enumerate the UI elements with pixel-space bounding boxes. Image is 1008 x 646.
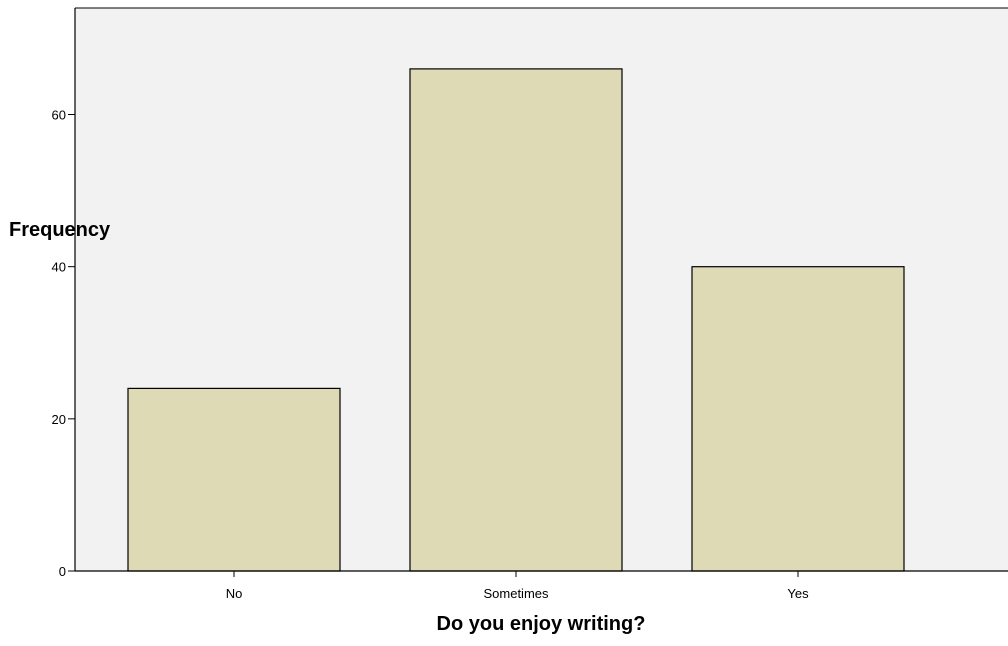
x-axis-title: Do you enjoy writing?: [437, 613, 646, 635]
y-axis-title: Frequency: [9, 219, 111, 241]
x-ticks-group: No Sometimes Yes: [226, 571, 809, 601]
x-tick-label: Sometimes: [483, 586, 549, 601]
y-tick-label: 0: [59, 564, 66, 579]
y-tick-label: 40: [52, 260, 66, 275]
bar-sometimes: [409, 68, 623, 572]
y-ticks-group: 0 20 40 60: [52, 108, 75, 579]
x-tick-label: No: [226, 586, 243, 601]
bar-no: [127, 387, 341, 572]
x-tick-label: Yes: [787, 586, 809, 601]
bar-yes: [691, 266, 905, 572]
bars-group: [127, 68, 905, 572]
y-tick-label: 60: [52, 108, 66, 123]
y-tick-label: 20: [52, 412, 66, 427]
